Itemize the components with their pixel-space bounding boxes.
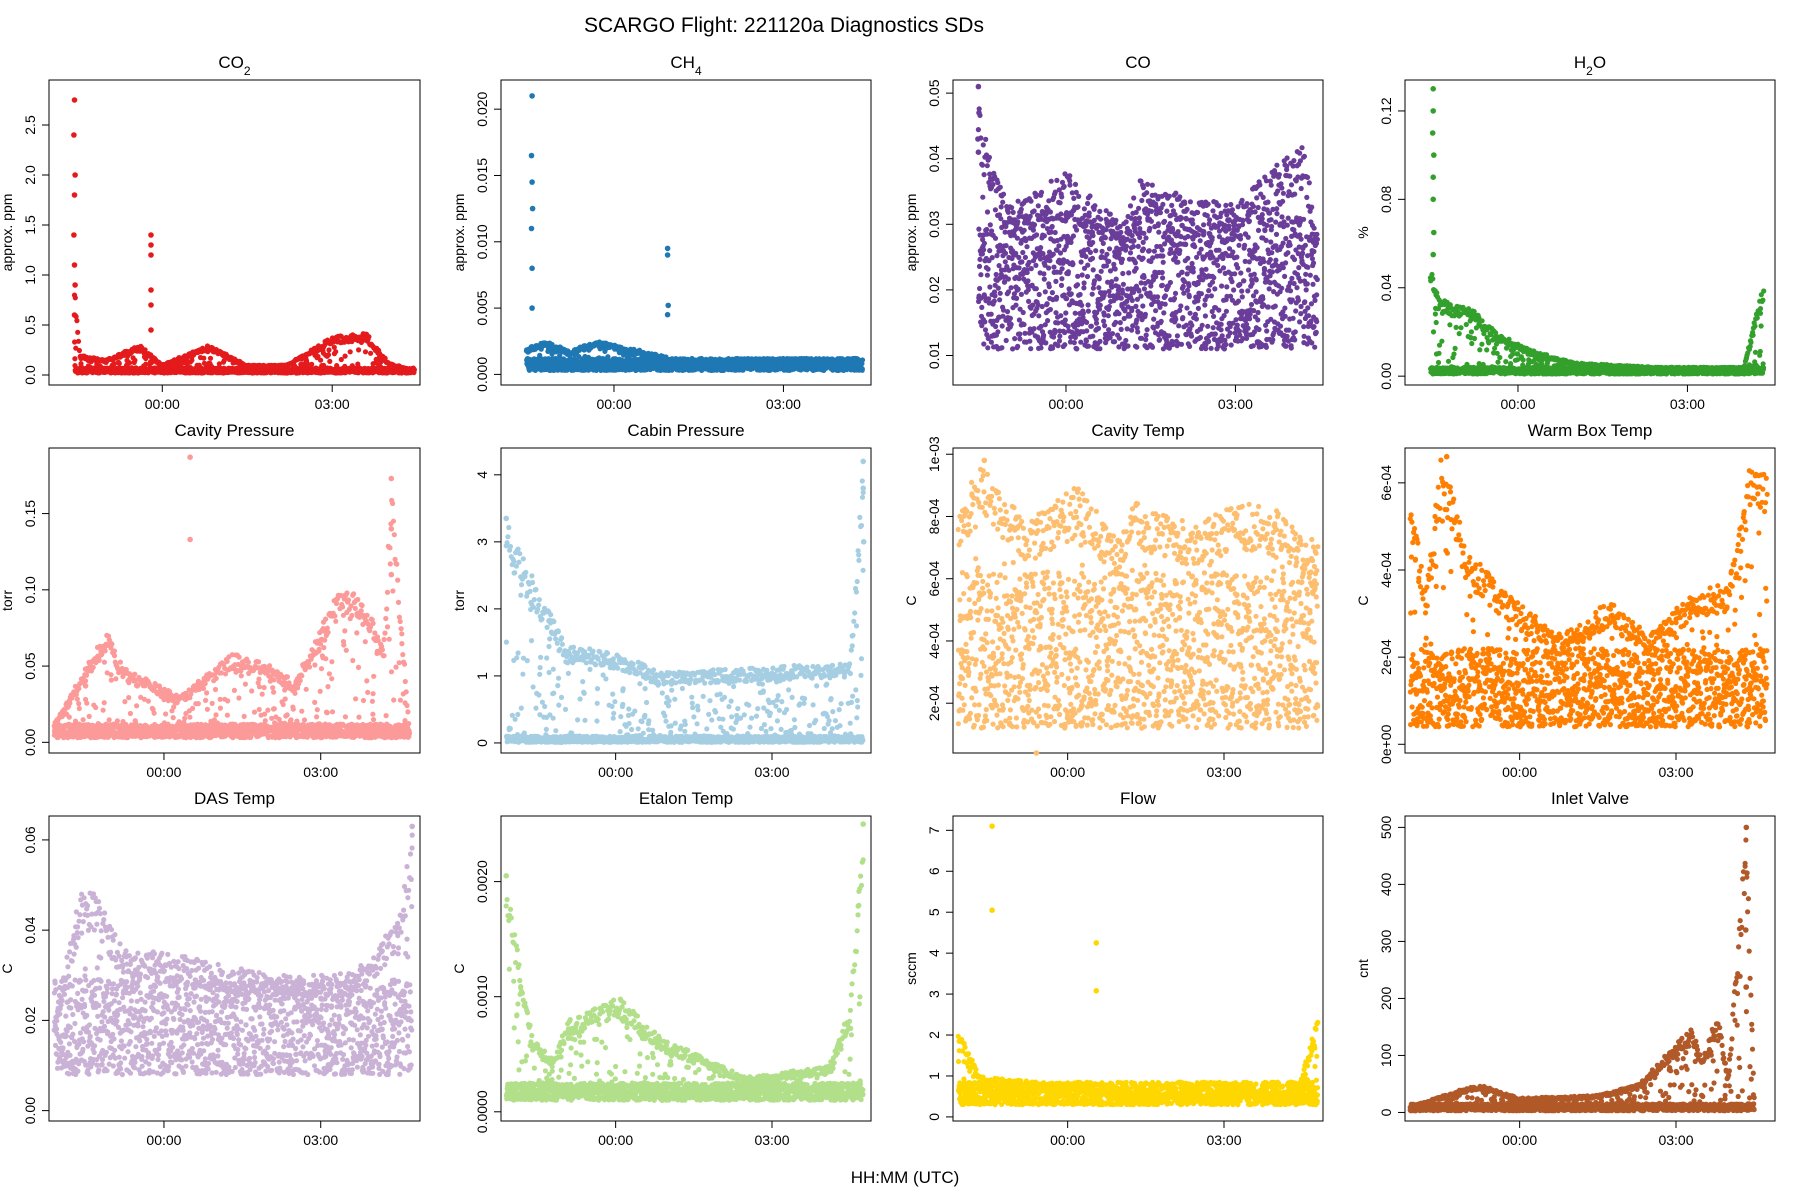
data-point [72, 356, 77, 361]
outlier-point [72, 192, 78, 198]
panel-title: CH4 [670, 53, 702, 78]
y-axis-label: approx. ppm [0, 194, 15, 272]
panel-2: CH4 approx. ppm 0.000 0.005 0.010 0.015 0.020 0… [451, 53, 871, 412]
outlier-point [72, 312, 78, 318]
data-point [74, 318, 79, 323]
y-tick-label: 0.0 [22, 365, 38, 385]
data-point [333, 349, 338, 354]
data-point [368, 351, 373, 356]
data-point [75, 330, 80, 335]
peak-envelope [72, 293, 417, 373]
data-point [309, 362, 314, 367]
y-tick-label: 0.010 [474, 224, 490, 259]
figure: SCARGO Flight: 221120a Diagnostics SDs H… [0, 0, 1800, 1200]
figure-title: SCARGO Flight: 221120a Diagnostics SDs [584, 14, 984, 37]
data-point [208, 356, 213, 361]
panels: CO2 approx. ppm 0.0 0.5 1.0 1.5 2.0 2.5 00:00 03:… [0, 53, 1775, 1148]
y-tick-label: 0.005 [474, 290, 490, 325]
outlier-point [148, 287, 154, 293]
data-point [327, 359, 332, 364]
data-point [348, 349, 353, 354]
outlier-point [148, 242, 154, 248]
x-tick-label: 00:00 [145, 396, 180, 412]
data-point [366, 334, 371, 339]
outlier-point [71, 132, 77, 138]
x-tick-label: 03:00 [766, 396, 801, 412]
outlier-point [148, 232, 154, 238]
y-tick-label: 0.5 [22, 315, 38, 335]
y-axis-label: approx. ppm [451, 194, 467, 272]
panel-1: CO2 approx. ppm 0.0 0.5 1.0 1.5 2.0 2.5 00:00 03:… [0, 53, 420, 412]
data-point [132, 358, 137, 363]
x-axis-label: HH:MM (UTC) [851, 1168, 960, 1187]
outlier-point [72, 282, 78, 288]
outlier-point [71, 232, 77, 238]
data-point [189, 358, 194, 363]
data-point [77, 348, 82, 353]
data-point [326, 347, 331, 352]
outlier-point [72, 172, 78, 178]
data-point [412, 367, 417, 372]
data-point [73, 295, 78, 300]
y-tick-label: 0.000 [474, 357, 490, 392]
y-tick-label: 0.020 [474, 91, 490, 126]
y-tick-label: 1.5 [22, 215, 38, 235]
y-tick-label: 0.015 [474, 158, 490, 193]
data-point [127, 360, 132, 365]
data-point [326, 352, 331, 357]
y-tick-label: 2.5 [22, 115, 38, 135]
data-point [117, 361, 122, 366]
data-point [356, 347, 361, 352]
outlier-point [148, 302, 154, 308]
outlier-point [72, 97, 78, 103]
data-point [318, 358, 323, 363]
outlier-point [72, 262, 78, 268]
data-points [524, 341, 865, 373]
x-tick-label: 00:00 [596, 396, 631, 412]
y-tick-label: 1.0 [22, 265, 38, 285]
panel-title: CO2 [218, 53, 251, 78]
x-tick-label: 03:00 [315, 396, 350, 412]
data-point [201, 356, 206, 361]
y-tick-label: 2.0 [22, 165, 38, 185]
outlier-point [148, 252, 154, 258]
plot-frame [501, 80, 871, 385]
data-point [363, 349, 368, 354]
data-point [343, 354, 348, 359]
data-point [76, 339, 81, 344]
outlier-point [148, 327, 154, 333]
